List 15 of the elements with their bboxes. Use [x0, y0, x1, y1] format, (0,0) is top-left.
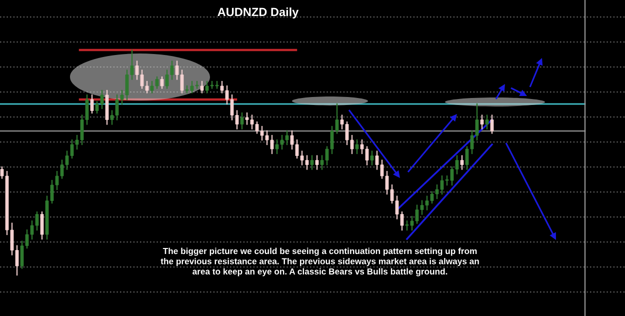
- candlestick: [240, 112, 244, 130]
- candlestick: [315, 155, 319, 170]
- annotation: The bigger picture we could be seeing a continuation pattern setting up from the previous resistance area. The previous sideways market area is always an area to keep an eye on. A classic Bears vs Bulls battle ground.: [160, 248, 479, 276]
- candlestick: [490, 114, 494, 134]
- chart-title: AUDNZD Daily: [218, 8, 299, 18]
- candlestick: [160, 76, 164, 89]
- candlestick: [90, 94, 94, 114]
- candlestick: [310, 155, 314, 170]
- candlestick: [480, 114, 484, 130]
- candlestick: [485, 114, 489, 130]
- candlestick: [460, 155, 464, 170]
- candlestick: [355, 139, 359, 154]
- candlestick: [370, 150, 374, 166]
- candlestick: [40, 211, 44, 240]
- candlestick: [200, 80, 204, 94]
